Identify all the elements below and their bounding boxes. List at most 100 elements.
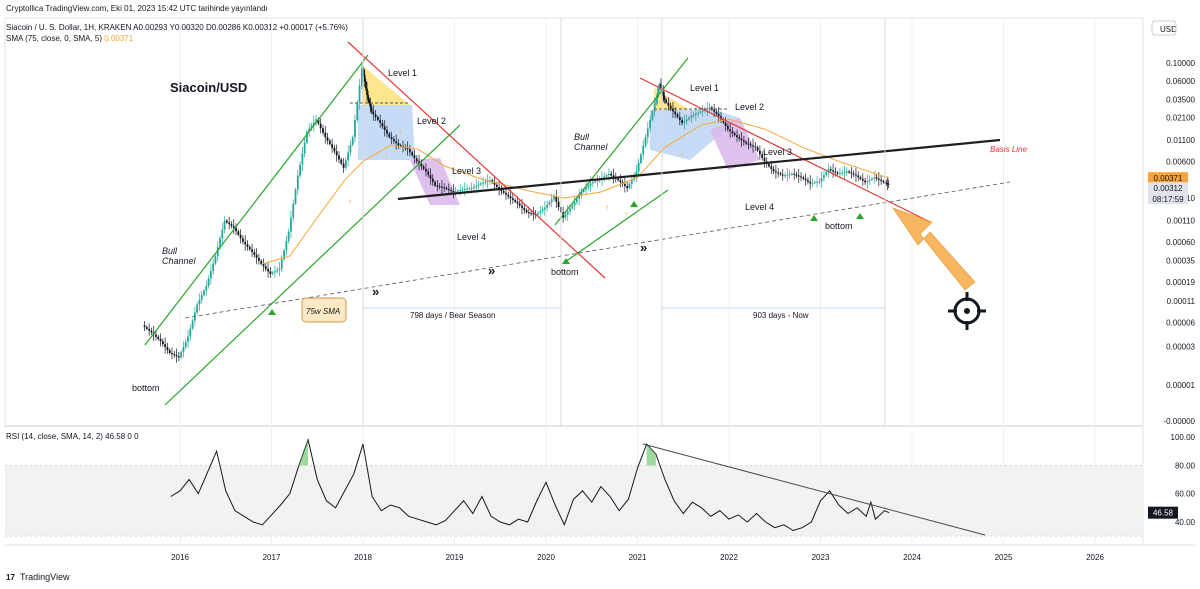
bull-channel-label-b-line: Channel — [574, 142, 609, 152]
candle-body — [392, 139, 395, 142]
candle-body — [271, 272, 274, 274]
candle-body — [306, 131, 308, 143]
price-tick-label: 0.00035 — [1166, 257, 1195, 266]
candle-body — [633, 175, 635, 180]
candle-body — [731, 131, 734, 134]
candle-body — [605, 175, 608, 177]
candle-body — [530, 212, 533, 214]
candle-body — [715, 111, 718, 114]
candle-body — [317, 119, 320, 124]
target-arrow — [891, 207, 976, 291]
candle-body — [646, 128, 649, 138]
candle-body — [322, 128, 324, 133]
orange-up-marker: ↑ — [605, 203, 609, 212]
candle-body — [635, 171, 638, 176]
candle-body — [228, 222, 231, 225]
long-term-support-line — [184, 181, 1011, 319]
candle-body — [697, 112, 700, 114]
candle-body — [580, 191, 583, 196]
rsi-overbought-fill — [298, 439, 309, 466]
candle-body — [546, 204, 549, 208]
candle-body — [328, 140, 331, 145]
candle-body — [473, 186, 475, 189]
candle-body — [683, 121, 686, 123]
bottom-marker — [268, 309, 276, 315]
candle-body — [383, 126, 386, 131]
candle-body — [809, 181, 812, 184]
candle-body — [637, 162, 640, 172]
candle-body — [788, 174, 791, 176]
level3-label-a: Level 3 — [452, 166, 481, 176]
candle-body — [447, 188, 450, 190]
symbol-line[interactable]: Siacoin / U. S. Dollar, 1H, KRAKEN A0.00… — [6, 23, 348, 32]
candle-body — [811, 182, 814, 184]
candle-body — [177, 356, 180, 358]
candle-body — [175, 355, 178, 357]
candle-body — [324, 132, 327, 138]
candle-body — [287, 231, 290, 241]
bull-channel-label-a-line: Bull — [162, 246, 178, 256]
candle-body — [221, 229, 224, 239]
candle-body — [319, 123, 322, 129]
price-tick-label: 0.00600 — [1166, 157, 1195, 166]
candle-body — [871, 178, 873, 180]
level2-zone-b — [650, 110, 740, 160]
candle-body — [457, 190, 459, 192]
candle-body — [364, 81, 367, 89]
candle-body — [326, 137, 329, 141]
candle-body — [264, 266, 267, 269]
sma-legend[interactable]: SMA (75, close, 0, SMA, 5) 0.00371 — [6, 34, 133, 43]
candle-body — [839, 173, 841, 175]
candle-body — [699, 111, 702, 113]
candle-body — [644, 137, 647, 146]
rsi-legend[interactable]: RSI (14, close, SMA, 14, 2) 46.58 0 0 — [6, 432, 139, 441]
candle-body — [832, 170, 834, 172]
rsi-tick-label: 80.00 — [1175, 461, 1196, 470]
candle-body — [397, 143, 400, 146]
candle-body — [495, 184, 498, 188]
candle-body — [617, 178, 619, 181]
candle-body — [688, 117, 690, 120]
candle-body — [294, 189, 297, 204]
candle-body — [866, 181, 869, 183]
candle-body — [740, 138, 743, 141]
candle-body — [861, 178, 864, 181]
rsi-value-text: 46.58 — [1153, 509, 1174, 518]
candle-body — [214, 256, 217, 264]
candle-body — [807, 180, 809, 182]
candle-body — [543, 207, 546, 210]
candle-body — [212, 263, 215, 271]
candle-body — [880, 179, 883, 182]
candle-body — [800, 176, 802, 178]
candle-body — [411, 152, 414, 156]
sma-label: SMA (75, close, 0, SMA, 5) — [6, 34, 103, 43]
candle-body — [347, 152, 350, 161]
candle-body — [470, 188, 473, 190]
candle-body — [672, 108, 674, 112]
sma-callout-text: 75w SMA — [306, 307, 340, 316]
candle-body — [500, 189, 503, 192]
candle-body — [450, 189, 452, 191]
candle-body — [150, 330, 153, 333]
candle-body — [843, 172, 846, 174]
candle-body — [434, 182, 436, 186]
candle-body — [232, 225, 235, 228]
orange-up-marker: ↑ — [348, 197, 352, 206]
candle-body — [258, 257, 260, 261]
candle-body — [184, 341, 187, 347]
sma-value: 0.00371 — [104, 34, 134, 43]
candle-body — [825, 172, 828, 176]
candle-body — [475, 185, 478, 187]
candle-body — [626, 186, 629, 189]
candle-body — [653, 102, 656, 112]
bottom-label-c: bottom — [825, 221, 853, 231]
candle-body — [219, 238, 221, 248]
candle-body — [237, 231, 240, 235]
candle-body — [669, 105, 672, 109]
candle-body — [651, 111, 654, 120]
candle-body — [827, 169, 830, 173]
candle-body — [148, 328, 151, 331]
candle-body — [356, 102, 359, 121]
rsi-band — [5, 465, 1143, 537]
